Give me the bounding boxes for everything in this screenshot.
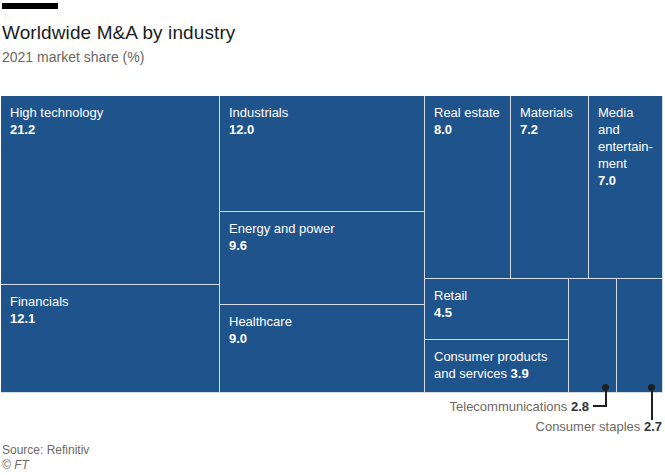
treemap-tile-high-technology: High technology21.2 (1, 96, 219, 284)
consumer-staples-leader-line-vertical (651, 389, 653, 420)
treemap-tile-real-estate: Real estate8.0 (425, 96, 510, 278)
chart-subtitle: 2021 market share (%) (2, 49, 144, 65)
treemap-tile-telecommunications (569, 279, 616, 392)
tile-value: 8.0 (434, 121, 501, 138)
tile-value: 7.2 (520, 121, 579, 138)
tile-value: 12.1 (10, 310, 210, 327)
tile-label: Energy and power (229, 221, 335, 236)
tile-value: 9.0 (229, 330, 415, 347)
tile-label: Consumer products and services 3.9 (434, 349, 547, 381)
tile-label: Real estate (434, 105, 500, 120)
chart-title: Worldwide M&A by industry (2, 22, 235, 44)
tile-value: 9.6 (229, 237, 415, 254)
treemap-tile-healthcare: Healthcare9.0 (220, 305, 424, 392)
treemap-tile-financials: Financials12.1 (1, 285, 219, 392)
tile-label: Industrials (229, 105, 288, 120)
treemap-tile-consumer-staples (617, 279, 662, 392)
chart-container: Worldwide M&A by industry 2021 market sh… (0, 0, 665, 475)
telecom-leader-line-horizontal (593, 405, 606, 407)
tile-value: 21.2 (10, 121, 210, 138)
ft-credit: © FT (2, 458, 29, 472)
annotation-value: 2.8 (571, 399, 589, 414)
tile-value: 3.9 (511, 366, 529, 381)
treemap-tile-energy-and-power: Energy and power9.6 (220, 212, 424, 304)
annotation-consumer-staples: Consumer staples 2.7 (536, 419, 662, 434)
treemap-tile-materials: Materials7.2 (511, 96, 588, 278)
treemap-tile-industrials: Industrials12.0 (220, 96, 424, 211)
ft-top-rule (2, 3, 58, 9)
tile-value: 12.0 (229, 121, 415, 138)
annotation-value: 2.7 (644, 419, 662, 434)
annotation-telecommunications: Telecommunications 2.8 (450, 399, 589, 414)
source-note: Source: Refinitiv (2, 443, 89, 457)
treemap-tile-consumer-products-and-services: Consumer products and services 3.9 (425, 340, 568, 392)
annotation-label: Consumer staples (536, 419, 641, 434)
treemap-tile-retail: Retail4.5 (425, 279, 568, 339)
tile-label: Healthcare (229, 314, 292, 329)
tile-label: Media and entertain- ment (598, 105, 653, 171)
annotation-label: Telecommunications (450, 399, 568, 414)
tile-label: High technology (10, 105, 103, 120)
tile-value: 4.5 (434, 304, 559, 321)
tile-label: Financials (10, 294, 69, 309)
treemap-tile-media-and-entertainment: Media and entertain- ment7.0 (589, 96, 662, 278)
treemap: High technology21.2Financials12.1Industr… (1, 96, 663, 393)
tile-label: Retail (434, 288, 467, 303)
tile-value: 7.0 (598, 172, 653, 189)
tile-label: Materials (520, 105, 573, 120)
